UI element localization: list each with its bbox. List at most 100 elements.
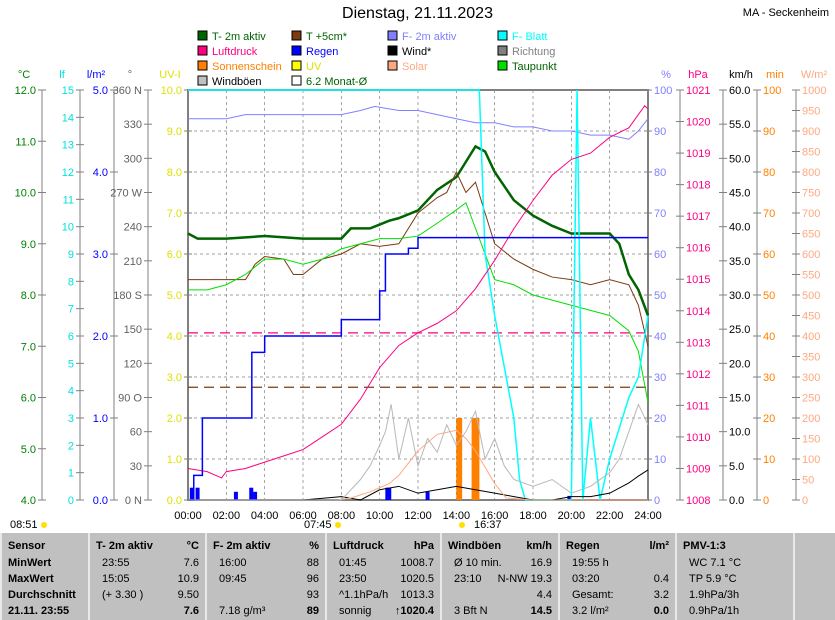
axis-label-wind: 30.0 [729, 290, 750, 302]
chart-title: Dienstag, 21.11.2023 [342, 5, 493, 22]
cell-label: Gesamt: [572, 589, 614, 601]
table-row: 7.6 [96, 603, 199, 619]
axis-label-press: 1015 [686, 274, 710, 286]
axis-unit-wind: km/h [729, 69, 753, 81]
sunset-time: 16:37 [474, 519, 502, 531]
axis-label-hum: 60 [654, 249, 666, 261]
cell-value: 93 [306, 589, 319, 601]
legend-label: Regen [306, 46, 338, 58]
legend-swatch [197, 60, 208, 71]
axis-label-press: 1018 [686, 180, 710, 192]
axis-label-press: 1017 [686, 211, 710, 223]
sunshine-bar [475, 418, 480, 500]
table-row: 09:45 96 [213, 571, 319, 587]
cell-label: Luftdruck [333, 540, 384, 552]
axis-label-uv: 4.0 [167, 331, 182, 343]
axis-label-min: 0 [763, 495, 769, 507]
sunrise-icon [335, 522, 341, 528]
axis-label-solar: 250 [802, 393, 820, 405]
axis-label-solar: 650 [802, 229, 820, 241]
cell-label: 16:00 [219, 557, 247, 569]
table-row: Ø 10 min. 16.9 [448, 555, 552, 571]
axis-label-solar: 150 [802, 434, 820, 446]
axis-label-lf: 5 [68, 358, 74, 370]
legend-label: F- Blatt [512, 31, 547, 43]
axis-label-lf: 12 [62, 167, 74, 179]
table-row: 21.11. 23:55 [8, 603, 82, 619]
axis-label-press: 1008 [686, 495, 710, 507]
axis-label-wind: 15.0 [729, 393, 750, 405]
axis-label-hum: 30 [654, 372, 666, 384]
cell-value: 88 [306, 557, 319, 569]
legend-label: Richtung [512, 46, 555, 58]
axis-label-solar: 100 [802, 454, 820, 466]
cell-value: 96 [306, 573, 319, 585]
rain-bar [233, 491, 238, 500]
legend-label: Taupunkt [512, 61, 557, 73]
station-name: MA - Seckenheim [742, 7, 829, 19]
axis-label-lf: 11 [63, 194, 74, 206]
cell-value: 7.6 [183, 557, 199, 569]
axis-label-dir: 30 [130, 461, 142, 473]
axis-label-dir: 0 N [125, 495, 142, 507]
legend-swatch [497, 45, 508, 56]
axis-label-rain: 5.0 [93, 85, 108, 97]
axis-unit-temp: °C [18, 69, 30, 81]
axis-label-min: 60 [763, 249, 775, 261]
legend-label: Solar [402, 61, 428, 73]
table-row: 3.2 l/m² 0.0 [566, 603, 669, 619]
legend-swatch [497, 60, 508, 71]
axis-label-uv: 2.0 [167, 413, 182, 425]
cell-value: 0.0 [653, 605, 669, 617]
cell-value: 1013.3 [400, 589, 434, 601]
table-row: Luftdruck hPa [333, 538, 434, 554]
cell-label: F- 2m aktiv [213, 540, 271, 552]
axis-label-wind: 35.0 [729, 256, 750, 268]
cell-label: Ø 10 min. [454, 557, 502, 569]
legend-swatch [497, 30, 508, 41]
axis-label-hum: 0 [654, 495, 660, 507]
cell-label: sonnig [339, 605, 372, 617]
axis-label-hum: 50 [654, 290, 666, 302]
cell-label: 0.9hPa/1h [689, 605, 740, 617]
cell-label: 15:05 [102, 573, 130, 585]
legend-swatch [291, 75, 302, 86]
table-row: 93 [213, 587, 319, 603]
legend-swatch [291, 60, 302, 71]
cell-value: 9.50 [177, 589, 199, 601]
legend-swatch [197, 45, 208, 56]
table-row: Gesamt: 3.2 [566, 587, 669, 603]
cell-value: km/h [526, 540, 552, 552]
legend-swatch [387, 45, 398, 56]
cell-label: WC 7.1 °C [689, 557, 742, 569]
axis-label-dir: 150 [124, 324, 142, 336]
series-t-2m-aktiv [187, 144, 650, 316]
axis-label-solar: 550 [802, 270, 820, 282]
table-row: 23:55 7.6 [96, 555, 199, 571]
axis-label-solar: 300 [802, 372, 820, 384]
axis-label-uv: 1.0 [167, 454, 182, 466]
x-tick-label: 24:00 [634, 510, 662, 522]
axis-label-dir: 270 W [110, 188, 142, 200]
axis-label-min: 40 [763, 331, 775, 343]
cell-label: PMV-1:3 [683, 540, 726, 552]
rain-bar [195, 487, 200, 500]
x-tick-label: 00:00 [174, 510, 202, 522]
series-luftdruck [187, 105, 649, 479]
cell-label: 7.18 g/m³ [219, 605, 266, 617]
table-row: 1.9hPa/3h [683, 587, 787, 603]
cell-value: ↑1020.4 [394, 605, 434, 617]
sun-time-left: 08:51 [10, 519, 38, 531]
axis-unit-dir: ° [128, 69, 132, 81]
cell-value: 89 [306, 605, 319, 617]
x-tick-label: 06:00 [289, 510, 317, 522]
sunset-icon [459, 522, 465, 528]
axis-label-solar: 850 [802, 147, 820, 159]
x-tick-label: 22:00 [596, 510, 624, 522]
axis-label-lf: 6 [68, 331, 74, 343]
axis-label-press: 1016 [686, 243, 710, 255]
axis-label-dir: 210 [124, 256, 142, 268]
axis-label-solar: 350 [802, 352, 820, 364]
axis-label-uv: 3.0 [167, 372, 182, 384]
axis-label-temp: 11.0 [15, 136, 36, 148]
